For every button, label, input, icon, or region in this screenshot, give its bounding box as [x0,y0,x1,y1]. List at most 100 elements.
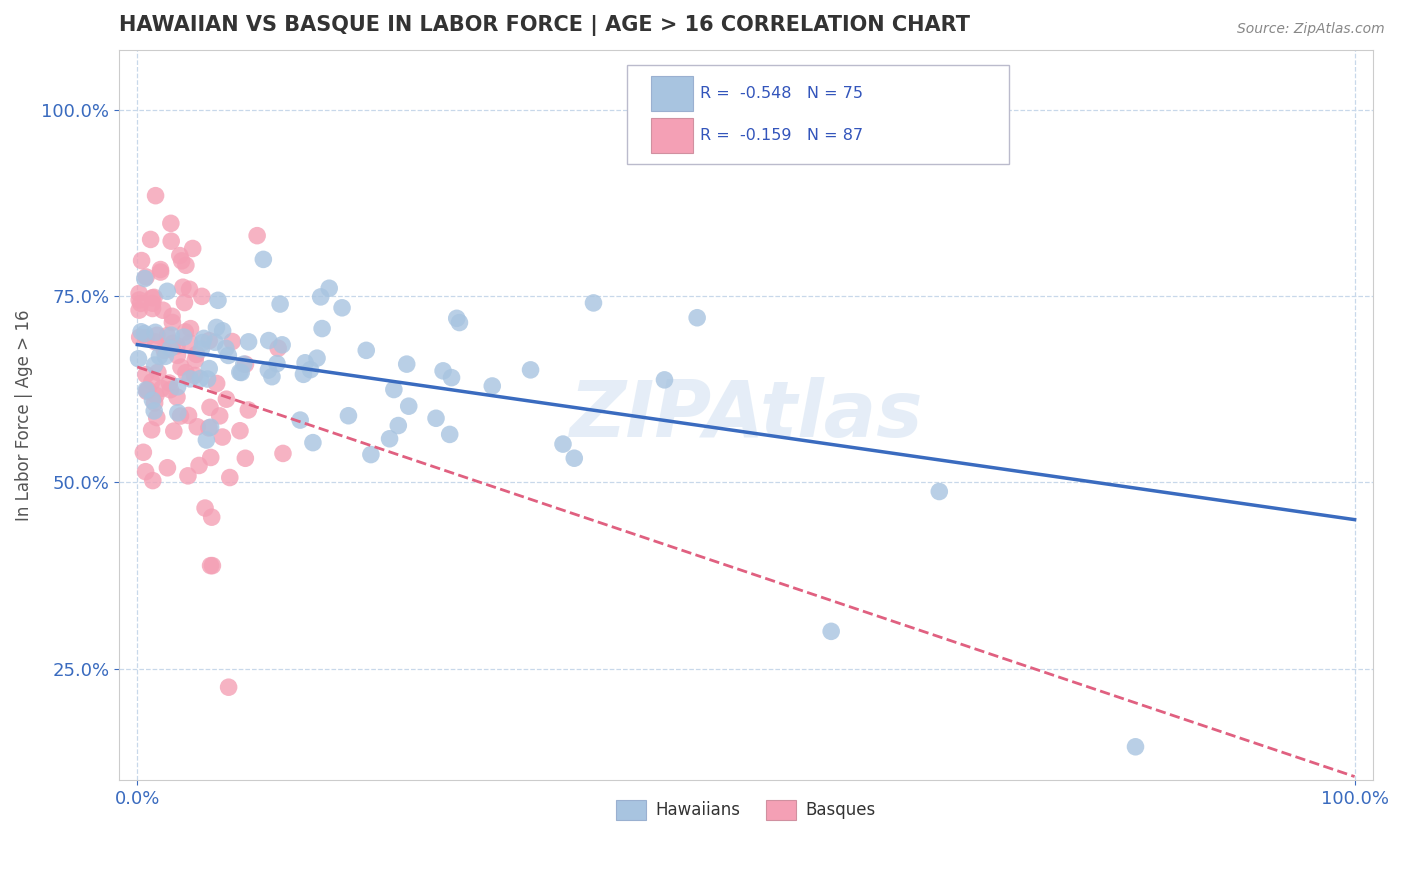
Point [200,558,222,573]
Point [190,342,212,356]
Point [145,410,167,425]
Point [141,291,163,305]
Text: ZIPAtlas: ZIPAtlas [569,377,922,453]
Point [204,335,226,350]
Point [135,269,157,284]
Point [198,361,221,376]
Point [519,363,541,377]
Point [135,383,157,397]
Point [290,413,312,427]
Point [252,252,274,267]
Point [186,419,208,434]
Point [215,341,238,355]
Point [162,336,184,351]
Point [148,349,170,363]
Point [166,339,188,353]
Point [820,624,842,639]
Point [305,351,328,366]
Text: Source: ZipAtlas.com: Source: ZipAtlas.com [1237,22,1385,37]
Point [177,468,200,483]
Point [382,383,405,397]
Point [145,188,167,202]
Point [238,403,260,417]
Point [257,334,280,348]
Point [267,341,290,355]
Point [141,393,163,408]
Point [205,376,228,391]
Y-axis label: In Labor Force | Age > 16: In Labor Force | Age > 16 [15,310,32,521]
Point [191,335,214,350]
Point [330,301,353,315]
Point [654,373,676,387]
Point [205,320,228,334]
Point [198,421,221,435]
Point [200,420,222,434]
Text: HAWAIIAN VS BASQUE IN LABOR FORCE | AGE > 16 CORRELATION CHART: HAWAIIAN VS BASQUE IN LABOR FORCE | AGE … [120,15,970,36]
Point [150,382,173,396]
Point [181,242,204,256]
Point [160,234,183,248]
Point [197,372,219,386]
FancyBboxPatch shape [627,65,1010,163]
Point [184,353,207,368]
Point [179,372,201,386]
Point [172,280,194,294]
Point [207,293,229,308]
Point [229,365,252,379]
Point [170,253,193,268]
Point [132,445,155,459]
Point [231,366,253,380]
Point [143,404,166,418]
Point [292,368,315,382]
Point [198,401,221,415]
Point [142,474,165,488]
Point [153,343,176,358]
Point [177,409,200,423]
Point [166,348,188,362]
Point [218,680,240,694]
Point [129,325,152,339]
Point [174,258,197,272]
Point [260,369,283,384]
Point [235,357,257,371]
Point [129,296,152,310]
Point [229,424,252,438]
Point [128,293,150,307]
Point [143,290,166,304]
Point [146,365,169,379]
Point [928,484,950,499]
Point [173,295,195,310]
FancyBboxPatch shape [651,76,693,111]
Point [156,460,179,475]
Point [149,262,172,277]
Point [186,347,208,361]
Legend: Hawaiians, Basques: Hawaiians, Basques [609,793,883,827]
Point [159,342,181,356]
Point [238,334,260,349]
Point [337,409,360,423]
Point [149,265,172,279]
Point [387,418,409,433]
Point [193,331,215,345]
Point [131,253,153,268]
Point [179,335,201,350]
Point [439,427,461,442]
Point [302,435,325,450]
Point [169,409,191,423]
Point [299,362,322,376]
Point [179,282,201,296]
Point [269,297,291,311]
Point [257,363,280,377]
Point [160,310,183,324]
Point [174,325,197,339]
Point [174,366,197,380]
Point [309,290,332,304]
Point [170,360,193,375]
Point [135,368,157,382]
Point [208,409,231,423]
Point [141,423,163,437]
Point [233,451,256,466]
Point [215,392,238,407]
Point [218,470,240,484]
Point [271,338,294,352]
